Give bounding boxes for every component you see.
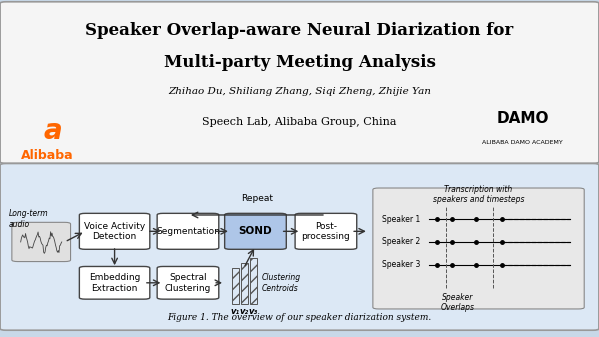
FancyBboxPatch shape — [373, 188, 584, 309]
Text: Speaker 1: Speaker 1 — [382, 215, 420, 223]
FancyBboxPatch shape — [157, 267, 219, 299]
Text: v₁: v₁ — [231, 307, 240, 316]
Text: Figure 1. The overview of our speaker diarization system.: Figure 1. The overview of our speaker di… — [167, 313, 432, 322]
Text: DAMO: DAMO — [497, 111, 549, 126]
Text: Spectral
Clustering: Spectral Clustering — [165, 273, 211, 293]
Text: v₂: v₂ — [240, 307, 249, 316]
Text: Repeat: Repeat — [241, 194, 273, 203]
Text: Speaker
Overlaps: Speaker Overlaps — [441, 293, 475, 312]
Text: v₃: v₃ — [249, 307, 258, 316]
Text: SOND: SOND — [238, 226, 273, 236]
Text: Speaker 2: Speaker 2 — [382, 238, 420, 246]
Text: a: a — [44, 117, 62, 145]
Text: Multi-party Meeting Analysis: Multi-party Meeting Analysis — [164, 54, 435, 71]
FancyBboxPatch shape — [157, 213, 219, 249]
FancyBboxPatch shape — [0, 163, 599, 330]
Text: Zhihao Du, Shiliang Zhang, Siqi Zheng, Zhijie Yan: Zhihao Du, Shiliang Zhang, Siqi Zheng, Z… — [168, 87, 431, 96]
Text: Speaker 3: Speaker 3 — [382, 260, 420, 269]
Text: Long-term
audio: Long-term audio — [9, 209, 49, 229]
Text: Voice Activity
Detection: Voice Activity Detection — [84, 222, 145, 241]
FancyBboxPatch shape — [0, 2, 599, 163]
Text: Speaker Overlap-aware Neural Diarization for: Speaker Overlap-aware Neural Diarization… — [86, 22, 513, 39]
Text: Clustering
Centroids: Clustering Centroids — [261, 273, 301, 293]
Text: Alibaba: Alibaba — [21, 149, 74, 162]
FancyBboxPatch shape — [295, 213, 357, 249]
Text: Embedding
Extraction: Embedding Extraction — [89, 273, 140, 293]
Text: Post-
processing: Post- processing — [301, 222, 350, 241]
Text: Segmentation: Segmentation — [156, 227, 220, 236]
FancyBboxPatch shape — [79, 267, 150, 299]
FancyBboxPatch shape — [12, 222, 71, 262]
Text: Transcription with
speakers and timesteps: Transcription with speakers and timestep… — [433, 185, 524, 204]
FancyBboxPatch shape — [225, 213, 286, 249]
Text: ALIBABA DAMO ACADEMY: ALIBABA DAMO ACADEMY — [482, 140, 563, 145]
FancyBboxPatch shape — [79, 213, 150, 249]
Text: Speech Lab, Alibaba Group, China: Speech Lab, Alibaba Group, China — [202, 117, 397, 127]
